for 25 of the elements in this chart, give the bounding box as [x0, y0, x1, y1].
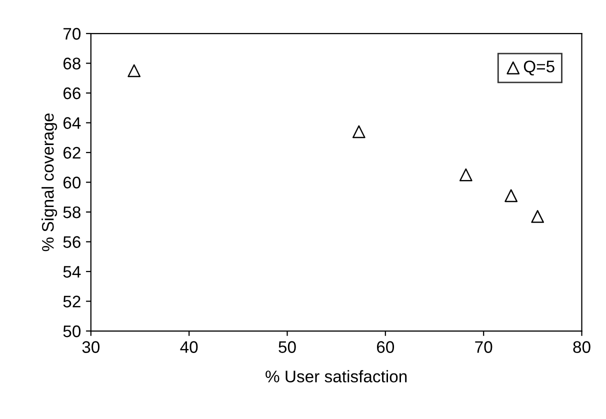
x-tick-label: 40 [180, 341, 198, 353]
point [459, 168, 472, 182]
y-tick-label: 56 [63, 236, 80, 248]
point [504, 189, 518, 202]
y-tick-label: 66 [63, 87, 80, 100]
y-tick-label: 52 [63, 296, 80, 308]
point [531, 210, 544, 223]
y-tick-label: 50 [63, 325, 81, 338]
x-tick-label: 80 [573, 341, 590, 353]
y-tick-label: 64 [63, 117, 81, 129]
y-tick-label: 58 [63, 206, 80, 218]
legend-label: Q=5 [524, 60, 554, 76]
x-tick-label: 50 [278, 341, 296, 353]
y-axis-title: % Signal coverage [42, 114, 58, 252]
x-tick-label: 60 [376, 341, 394, 353]
y-tick-label: 60 [63, 176, 81, 188]
x-tick-label: 30 [82, 341, 100, 353]
y-tick-label: 62 [63, 146, 80, 159]
x-tick-label: 70 [475, 341, 492, 353]
x-axis-title: % User satisfaction [266, 370, 407, 382]
y-tick-label: 68 [63, 58, 80, 70]
y-tick-label: 70 [63, 28, 81, 40]
point [352, 125, 366, 138]
y-tick-label: 54 [63, 266, 81, 278]
point [128, 64, 141, 78]
